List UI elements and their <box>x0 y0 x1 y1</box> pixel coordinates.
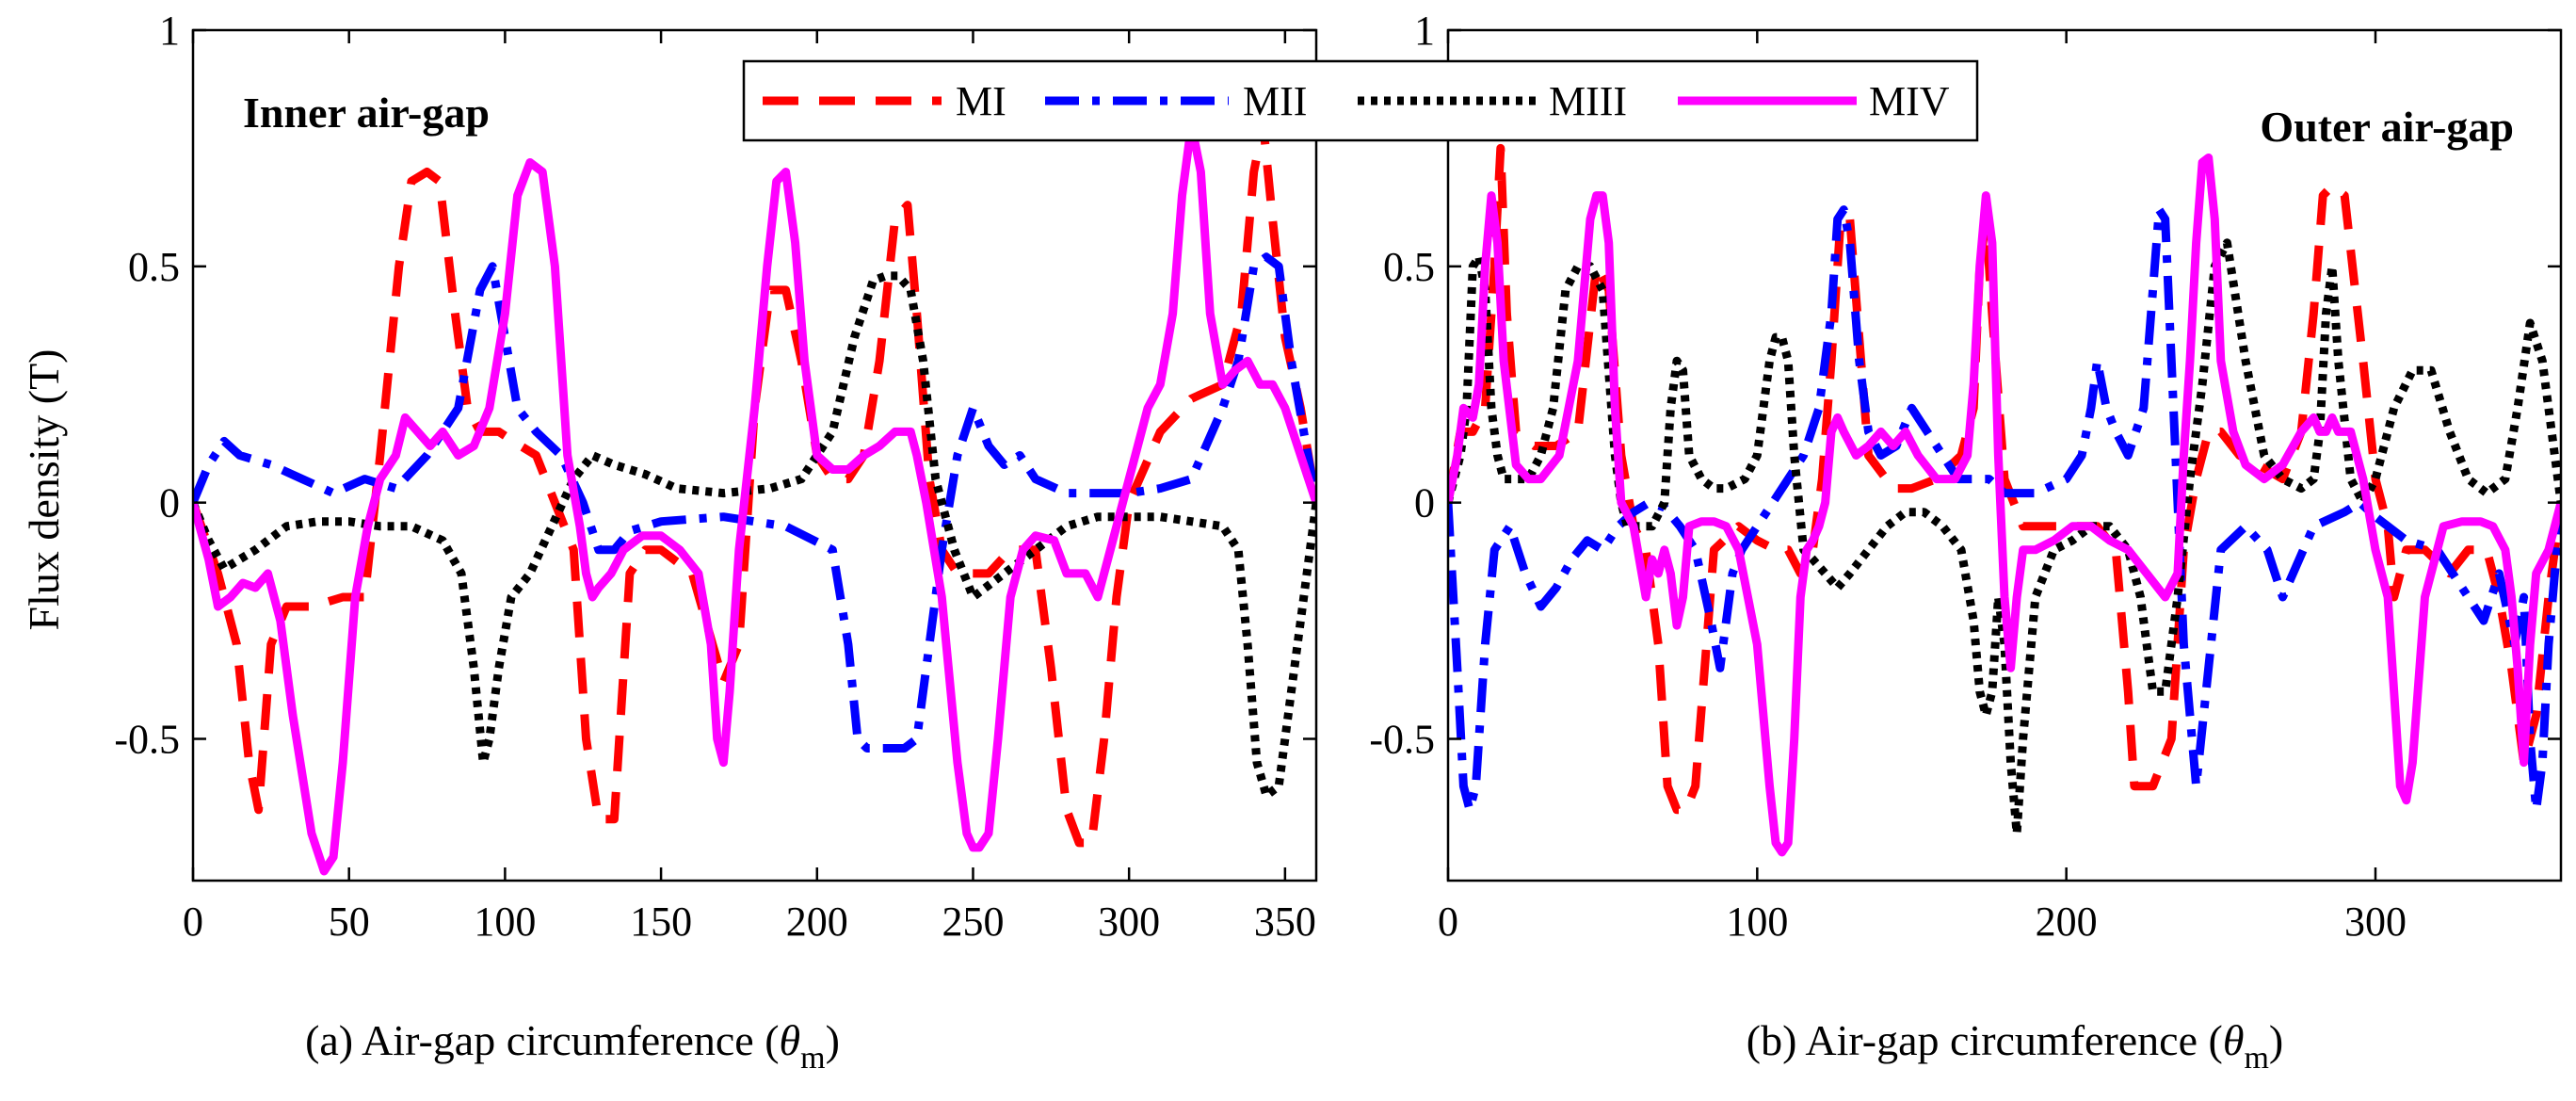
panel-b-y-tick-label: 0.5 <box>1383 244 1435 290</box>
series-line-mii-panel-b <box>1448 205 2561 815</box>
panel-b-caption-suffix: ) <box>2269 1016 2283 1064</box>
panel-a-caption: (a) Air-gap circumference (θm) <box>305 1016 840 1076</box>
panel-b-caption: (b) Air-gap circumference (θm) <box>1747 1016 2283 1076</box>
panel-b-x-tick-label: 0 <box>1438 899 1458 945</box>
panel-a-axes-box <box>191 28 1318 882</box>
panel-inner-air-gap: 0 50 100 150 200 250 300 350 -0.5 0 0.5 1 <box>114 8 1318 945</box>
series-line-mii-panel-a <box>193 252 1316 753</box>
panel-a-x-tick-label: 200 <box>786 899 848 945</box>
panel-a-y-tick-label: 0 <box>159 480 180 526</box>
panel-a-x-tick-label: 250 <box>942 899 1004 945</box>
panel-b-caption-sub: m <box>2244 1041 2268 1076</box>
legend-label-mii: MII <box>1243 78 1307 124</box>
legend: MI MII MIII MIV <box>742 59 1979 142</box>
panel-a-y-tick-label: -0.5 <box>114 717 180 763</box>
legend-label-miv: MIV <box>1869 78 1950 124</box>
panel-a-x-tick-label: 350 <box>1254 899 1316 945</box>
series-line-miv-panel-b <box>1448 154 2561 857</box>
series-line-miv-panel-a <box>193 120 1316 876</box>
panel-b-x-tick-label: 300 <box>2344 899 2407 945</box>
series-line-miii-panel-b <box>1448 238 2561 838</box>
panel-b-series <box>1448 143 2561 857</box>
panel-b-caption-prefix: (b) Air-gap circumference ( <box>1747 1016 2223 1064</box>
series-line-miii-panel-a <box>193 271 1316 801</box>
panel-a-title: Inner air-gap <box>243 89 490 137</box>
panel-a-series <box>193 120 1316 876</box>
panel-b-title: Outer air-gap <box>2260 103 2514 151</box>
panel-a-caption-symbol: θ <box>780 1016 801 1064</box>
panel-a-caption-suffix: ) <box>826 1016 840 1064</box>
panel-outer-air-gap: 0 100 200 300 -0.5 0 0.5 1 <box>1369 8 2563 945</box>
panel-a-caption-prefix: (a) Air-gap circumference ( <box>305 1016 779 1064</box>
legend-label-miii: MIII <box>1549 78 1627 124</box>
panel-a-x-tick-label: 150 <box>630 899 692 945</box>
y-axis-label: Flux density (T) <box>20 349 68 631</box>
panel-b-y-tick-label: 0 <box>1414 480 1435 526</box>
panel-b-caption-symbol: θ <box>2223 1016 2245 1064</box>
panel-a-y-tick-label: 0.5 <box>128 244 180 290</box>
legend-label-mi: MI <box>956 78 1006 124</box>
panel-a-x-tick-label: 300 <box>1098 899 1160 945</box>
panel-b-y-tick-label: 1 <box>1414 8 1435 54</box>
panel-b-y-tick-label: -0.5 <box>1369 717 1435 763</box>
panel-b-x-tick-label: 200 <box>2036 899 2098 945</box>
series-line-mi-panel-a <box>193 120 1316 848</box>
panel-a-x-tick-label: 50 <box>329 899 370 945</box>
panel-a-x-tick-label: 100 <box>474 899 536 945</box>
panel-a-y-tick-label: 1 <box>159 8 180 54</box>
panel-a-caption-sub: m <box>800 1041 825 1076</box>
panel-b-axes-box <box>1446 28 2563 882</box>
panel-a-x-tick-label: 0 <box>183 899 203 945</box>
panel-b-x-tick-label: 100 <box>1726 899 1788 945</box>
